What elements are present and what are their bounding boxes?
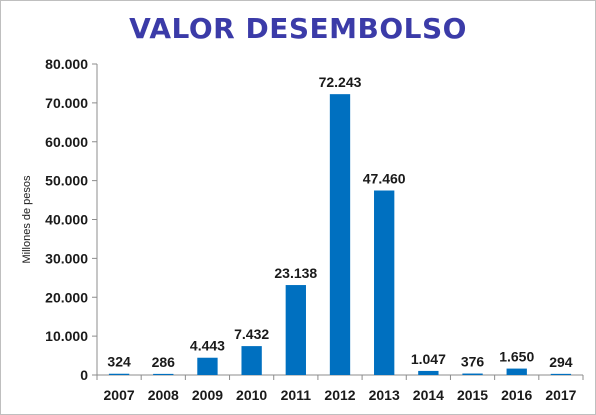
x-tick-label-2016: 2016	[501, 387, 532, 403]
data-label-2011: 23.138	[274, 265, 317, 281]
data-label-2010: 7.432	[234, 326, 269, 342]
y-tick-label: 20.000	[45, 289, 88, 305]
data-label-2017: 294	[549, 354, 573, 370]
y-tick-label: 10.000	[45, 328, 88, 344]
data-label-2013: 47.460	[363, 170, 406, 186]
bar-2010	[241, 346, 262, 375]
y-axis-label: Millones de pesos	[21, 175, 33, 264]
bar-2016	[506, 368, 527, 375]
bar-2012	[329, 94, 351, 375]
x-tick-label-2012: 2012	[324, 387, 355, 403]
x-tick-label-2010: 2010	[236, 387, 267, 403]
y-tick-label: 70.000	[45, 95, 88, 111]
data-label-2014: 1.047	[411, 351, 446, 367]
data-label-2015: 376	[461, 354, 485, 370]
bar-2017	[550, 373, 572, 375]
x-tick-label-2014: 2014	[413, 387, 444, 403]
bar-2008	[153, 373, 174, 375]
y-tick-label: 30.000	[45, 250, 88, 266]
x-tick-label-2013: 2013	[369, 387, 400, 403]
x-tick-label-2011: 2011	[281, 387, 312, 403]
bar-2011	[285, 285, 306, 375]
bar-2013	[374, 190, 395, 375]
y-tick-label: 40.000	[45, 212, 88, 228]
y-tick-label: 50.000	[45, 173, 88, 189]
data-label-2016: 1.650	[499, 349, 534, 365]
y-tick-label: 0	[80, 367, 88, 383]
x-tick-label-2017: 2017	[545, 387, 576, 403]
x-tick-label-2007: 2007	[104, 387, 135, 403]
data-label-2012: 72.243	[319, 74, 362, 90]
x-tick-label-2015: 2015	[457, 387, 488, 403]
bar-2009	[197, 357, 218, 375]
data-label-2008: 286	[152, 354, 176, 370]
y-tick-label: 60.000	[45, 134, 88, 150]
x-tick-label-2008: 2008	[148, 387, 179, 403]
y-tick-label: 80.000	[45, 56, 88, 72]
data-label-2007: 324	[107, 354, 131, 370]
bar-2007	[108, 373, 130, 375]
bar-2014	[418, 370, 439, 375]
data-label-2009: 4.443	[190, 338, 225, 354]
chart-title: VALOR DESEMBOLSO	[129, 12, 467, 45]
x-tick-label-2009: 2009	[192, 387, 223, 403]
bar-2015	[462, 373, 483, 375]
